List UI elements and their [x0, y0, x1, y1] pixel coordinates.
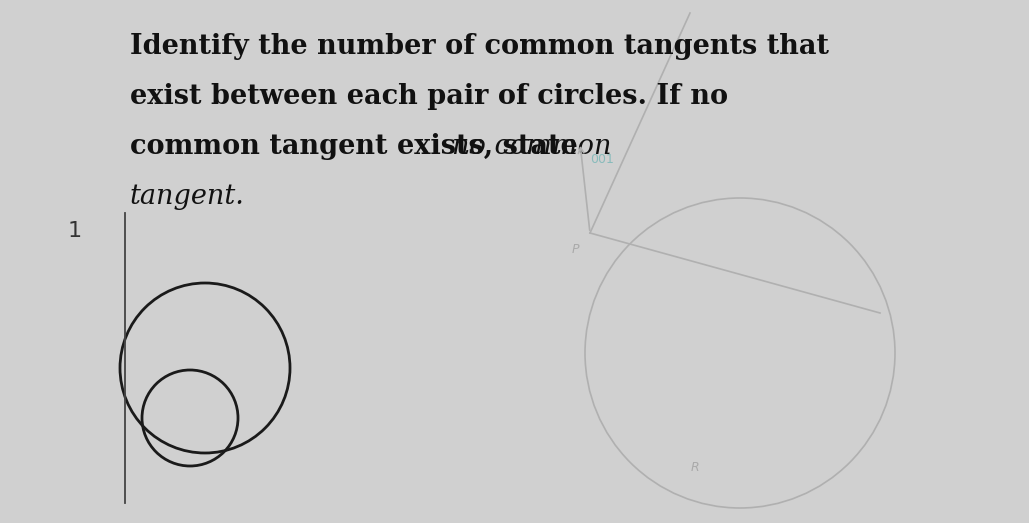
Text: 001: 001 — [590, 153, 614, 166]
Text: 1: 1 — [68, 221, 82, 241]
Text: tangent.: tangent. — [130, 183, 245, 210]
Text: R: R — [690, 461, 700, 474]
Text: no common: no common — [453, 133, 612, 160]
Text: Identify the number of common tangents that: Identify the number of common tangents t… — [130, 33, 829, 60]
Text: exist between each pair of circles. If no: exist between each pair of circles. If n… — [130, 83, 729, 110]
Text: common tangent exists, state: common tangent exists, state — [130, 133, 588, 160]
Text: P: P — [571, 243, 578, 256]
